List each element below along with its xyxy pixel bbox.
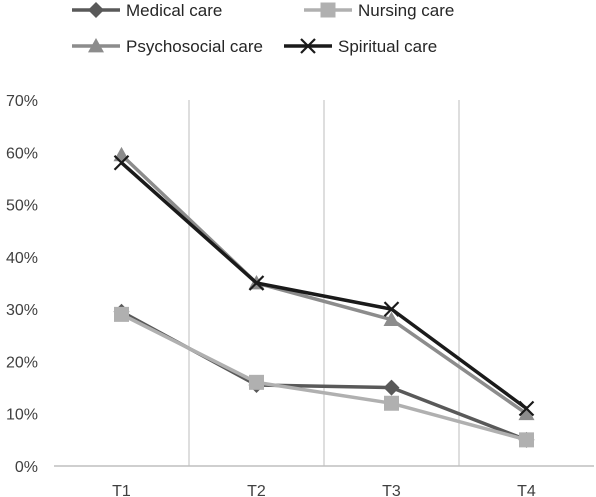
- data-point-marker: [113, 146, 130, 162]
- x-tick-label: T2: [247, 483, 266, 497]
- legend-label: Medical care: [126, 1, 222, 20]
- legend-label: Spiritual care: [338, 37, 437, 56]
- series-nursing-care: [114, 306, 534, 448]
- y-tick-label: 30%: [6, 302, 38, 319]
- series-line: [120, 153, 528, 416]
- data-point-marker: [384, 395, 399, 411]
- data-point-marker: [248, 275, 265, 291]
- data-point-marker: [88, 2, 104, 18]
- axes: 0% 10% 20% 30% 40% 50% 60% 70% T1 T2 T3 T4: [6, 93, 594, 497]
- data-point-marker: [300, 38, 316, 54]
- data-point-marker: [383, 379, 400, 396]
- legend-item: Nursing care: [304, 1, 454, 20]
- y-tick-label: 50%: [6, 198, 38, 215]
- data-point-marker: [518, 400, 535, 417]
- y-tick-label: 0%: [15, 459, 38, 476]
- data-point-marker: [383, 311, 400, 326]
- legend-item: Psychosocial care: [72, 37, 263, 56]
- legend-label: Psychosocial care: [126, 37, 263, 56]
- data-point-marker: [88, 38, 104, 53]
- legend-label: Nursing care: [358, 1, 454, 20]
- y-tick-label: 10%: [6, 407, 38, 424]
- series-spiritual-care: [113, 154, 535, 417]
- data-point-marker: [383, 301, 400, 317]
- series-line: [120, 161, 528, 410]
- grid-lines: [188, 100, 460, 466]
- y-tick-label: 40%: [6, 250, 38, 267]
- y-tick-label: 70%: [6, 93, 38, 110]
- legend: Medical care Nursing care Psychosocial car…: [72, 1, 454, 56]
- x-tick-label: T1: [112, 483, 131, 497]
- x-tick-label: T3: [382, 483, 401, 497]
- data-point-marker: [320, 2, 336, 18]
- data-point-marker: [113, 154, 130, 171]
- data-point-marker: [518, 405, 535, 421]
- y-tick-label: 60%: [6, 145, 38, 162]
- data-point-marker: [519, 432, 534, 448]
- data-point-marker: [249, 374, 264, 390]
- legend-item: Spiritual care: [284, 37, 437, 56]
- legend-item: Medical care: [72, 1, 222, 20]
- series-line: [120, 312, 527, 442]
- x-tick-label: T4: [517, 483, 536, 497]
- y-tick-label: 20%: [6, 354, 38, 371]
- data-point-marker: [114, 306, 129, 322]
- series-group: [113, 146, 535, 448]
